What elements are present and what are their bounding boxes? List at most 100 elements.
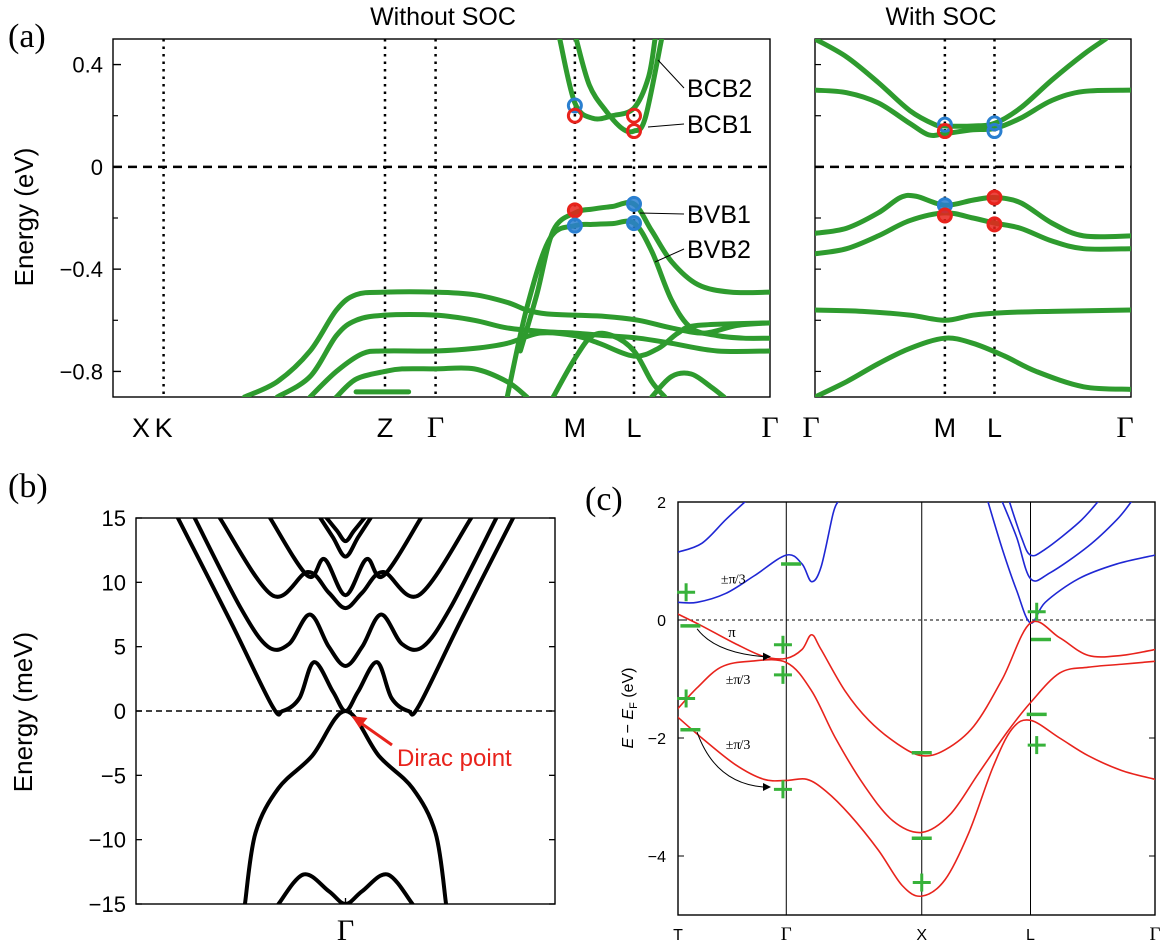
- panel-c-kpoint-label: L: [1026, 927, 1035, 944]
- panel-a-soc-band-cb-lower: [815, 87, 1131, 139]
- band-marker-5: [936, 207, 953, 224]
- panel-a-kpoint-label: X: [132, 413, 150, 443]
- panel-c-ylabel: E − EF (eV): [620, 668, 640, 749]
- panel-c-phase-label-1: π: [728, 625, 736, 641]
- panel-b-band-cb-6: [324, 518, 367, 544]
- panel-c-label: (c): [585, 481, 623, 518]
- panel-a-soc-kpoint-label: M: [934, 413, 957, 443]
- phase-den: 3: [739, 573, 746, 588]
- panel-c-phase-label-0: ±π/3: [721, 573, 746, 588]
- band-marker-1: [566, 107, 583, 124]
- panel-a-band-BCB2: [557, 39, 658, 122]
- band-marker-7: [626, 215, 643, 232]
- panel-b-label: (b): [8, 468, 48, 505]
- band-marker-4: [566, 202, 583, 219]
- panel-a-band-band-low-3: [649, 370, 727, 397]
- panel-a-soc-kpoint-label: Γ: [1116, 411, 1133, 444]
- ylabel-e: E: [620, 737, 637, 748]
- panel-a-soc-band-cb-upper: [815, 39, 1109, 129]
- panel-c-band-valence-2: [678, 658, 1155, 834]
- band-marker-1: [936, 123, 953, 140]
- panel-a-annotation-bvb2: BVB2: [687, 236, 751, 264]
- band-marker-6: [626, 195, 643, 212]
- phase-num: ±π: [726, 673, 741, 688]
- panel-a-kpoint-label: Γ: [427, 411, 444, 444]
- phase-sep: /: [739, 673, 743, 688]
- panel-a-soc-title: With SOC: [885, 3, 996, 31]
- panel-c-phase-label-2: ±π/3: [726, 673, 751, 688]
- panel-c-kpoint-label: Γ: [1150, 924, 1161, 945]
- phase-den: 3: [743, 738, 750, 753]
- panel-c-ytick-label: 0: [657, 613, 666, 630]
- band-marker-0: [566, 97, 583, 114]
- panel-c-band-valence-3: [678, 716, 1155, 898]
- panel-c-band-conduction-1: [678, 502, 839, 604]
- band-marker-6: [986, 189, 1003, 206]
- ylabel-sub: F: [628, 702, 640, 709]
- panel-a-title: Without SOC: [370, 3, 516, 31]
- panel-a-ytick-label: 0: [91, 155, 103, 180]
- dirac-arrow-head: [351, 716, 368, 728]
- panel-a-label: (a): [8, 18, 46, 55]
- panel-c-ytick-label: 2: [657, 495, 666, 512]
- panel-a-soc-kpoint-label: L: [987, 413, 1002, 443]
- panel-c-phase-label-3: ±π/3: [726, 738, 751, 753]
- panel-a-annotation-bcb1: BCB1: [687, 111, 752, 139]
- panel-c-arrow-head-1: [763, 782, 772, 791]
- panel-a-band-BCB1: [573, 39, 665, 135]
- panel-a-soc-kpoint-label: Γ: [802, 411, 819, 444]
- panel-a-band-band-upper-1: [241, 289, 770, 397]
- ylabel-unit: (eV): [620, 668, 637, 703]
- panel-c-arrow-0: [696, 628, 764, 658]
- panel-a-soc-band-deep-2: [815, 335, 1131, 397]
- panel-b-xtick-label: Γ: [337, 914, 354, 947]
- panel-c-band-conduction-2: [678, 502, 746, 553]
- panel-b-band-cb-2: [192, 518, 499, 668]
- panel-b-band-cb-1: [175, 518, 516, 717]
- panel-a-soc-band-deep-1: [815, 307, 1131, 323]
- band-marker-2: [986, 115, 1003, 132]
- ylabel-minus: −: [620, 720, 637, 738]
- panel-a-annotation-leader: [639, 212, 685, 215]
- panel-b-band-cb-4: [268, 518, 423, 598]
- panel-a-band-band-upper-2: [274, 312, 770, 397]
- panel-a-band-band-mid: [307, 320, 770, 397]
- band-marker-3: [986, 123, 1003, 140]
- panel-a-ytick-label: 0.4: [72, 53, 103, 78]
- panel-a-ytick-label: −0.8: [60, 359, 103, 384]
- panel-a-kpoint-label: L: [626, 413, 641, 443]
- panel-b-ytick-label: −10: [89, 828, 126, 853]
- panel-b-ylabel: Energy (meV): [8, 632, 38, 792]
- phase-den: 3: [743, 673, 750, 688]
- panel-c-kpoint-label: Γ: [781, 924, 792, 945]
- panel-c-band-conduction-4: [1001, 502, 1132, 582]
- phase-sep: /: [739, 738, 743, 753]
- panel-b-band-valence-dirac: [242, 709, 449, 904]
- panel-a-kpoint-label: K: [155, 413, 173, 443]
- panel-b-ytick-label: −5: [101, 763, 126, 788]
- panel-a-annotation-bcb2: BCB2: [687, 75, 752, 103]
- ylabel-e2: E: [620, 709, 637, 720]
- panel-b-band-cb-3: [217, 518, 474, 611]
- panel-b-ytick-label: 15: [102, 506, 126, 531]
- panel-b-ytick-label: 0: [114, 699, 126, 724]
- panel-b-ytick-label: −15: [89, 892, 126, 917]
- panel-a-annotation-leader: [657, 59, 685, 89]
- panel-c-frame: [677, 501, 1156, 916]
- panel-b-ytick-label: 5: [114, 635, 126, 660]
- panel-a-soc-band-vb-upper: [815, 192, 1131, 240]
- phase-sep: /: [735, 573, 739, 588]
- band-marker-2: [626, 107, 643, 124]
- panel-a-ytick-label: −0.4: [60, 257, 103, 282]
- dirac-point-label: Dirac point: [397, 745, 512, 772]
- panel-b-band-valence-bottom: [276, 872, 415, 904]
- panel-c-kpoint-label: T: [673, 927, 683, 944]
- panel-a-kpoint-label: Z: [377, 413, 394, 443]
- panel-b-band-cb-5: [318, 518, 373, 559]
- panel-a-ylabel: Energy (eV): [9, 148, 39, 287]
- panel-c-arrow-head-0: [763, 652, 772, 661]
- panel-b-ytick-label: 10: [102, 570, 126, 595]
- panel-c-arrow-1: [696, 731, 764, 788]
- phase-num: ±π: [726, 738, 741, 753]
